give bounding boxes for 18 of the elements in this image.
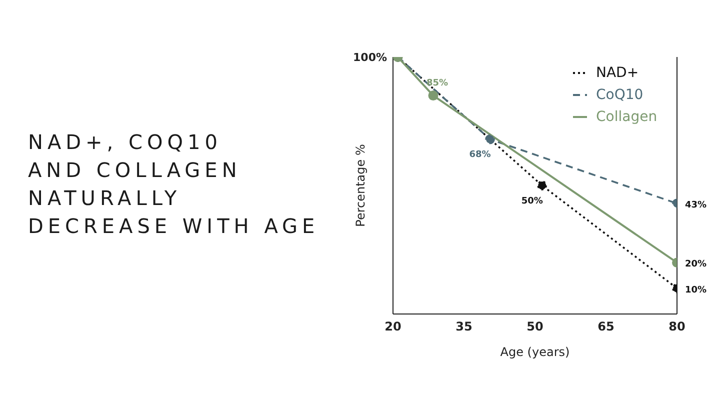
data-label: 50% [521, 196, 543, 206]
y-axis-title: Percentage % [353, 144, 368, 227]
x-tick-label: 50 [526, 320, 544, 334]
x-tick-label: 20 [384, 320, 402, 334]
x-axis-title: Age (years) [500, 345, 570, 359]
legend-label: NAD+ [596, 65, 639, 81]
x-tick-label: 65 [598, 320, 614, 334]
data-label: 85% [426, 78, 448, 89]
legend-label: Collagen [596, 109, 658, 125]
data-label: 10% [685, 285, 707, 296]
data-label: 43% [685, 200, 707, 210]
data-label: 68% [469, 150, 491, 160]
legend-label: CoQ10 [596, 87, 644, 103]
text: 100% [353, 50, 387, 64]
data-label: 20% [685, 260, 707, 270]
x-tick-label: 80 [668, 320, 686, 334]
text: NAD+, COQ10 AND COLLAGEN NATURALLY DECREASE WITH AGE [28, 129, 320, 240]
x-tick-label: 35 [456, 320, 472, 334]
